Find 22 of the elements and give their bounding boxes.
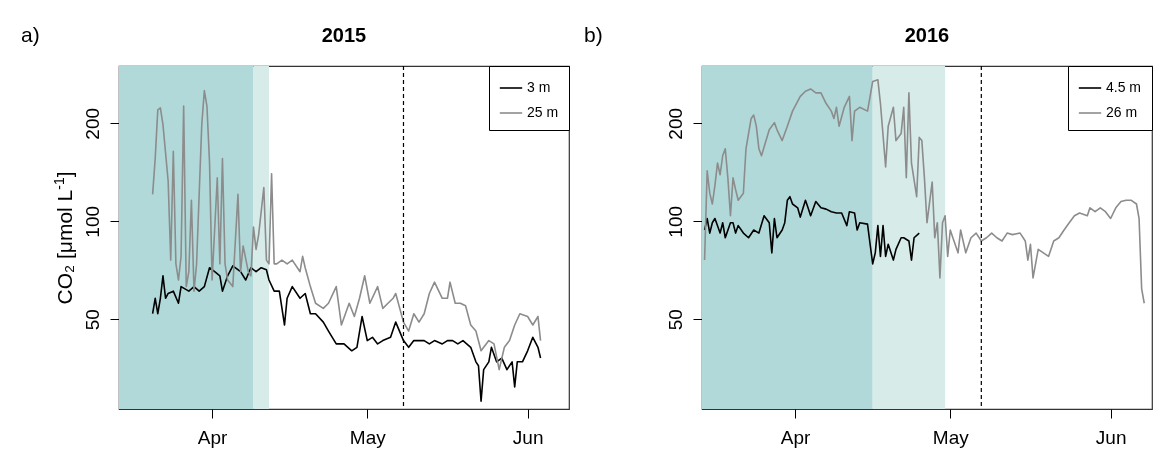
chart-title: 2015 xyxy=(321,24,367,46)
text: b) xyxy=(584,23,603,46)
x-tick-label: Jun xyxy=(1095,426,1127,448)
legend-label: 25 m xyxy=(527,104,559,120)
y-tick-label: 100 xyxy=(81,205,103,238)
y-tick-label: 200 xyxy=(664,107,686,140)
x-tick-label: Apr xyxy=(780,426,812,448)
y-tick-label: 50 xyxy=(81,309,103,331)
x-tick-label: Apr xyxy=(197,426,229,448)
chart-title: 2016 xyxy=(904,24,950,46)
x-tick-label: Jun xyxy=(512,426,544,448)
legend-label: 26 m xyxy=(1106,104,1138,120)
line-series xyxy=(703,195,921,265)
text: a) xyxy=(21,23,40,46)
x-tick-label: May xyxy=(349,426,387,448)
y-tick-label: 100 xyxy=(664,205,686,238)
y-tick-label: 200 xyxy=(81,107,103,140)
legend-label: 3 m xyxy=(527,79,551,95)
legend-label: 4.5 m xyxy=(1106,79,1142,95)
y-tick-label: 50 xyxy=(664,309,686,331)
line-series xyxy=(703,79,1146,305)
x-tick-label: May xyxy=(932,426,970,448)
